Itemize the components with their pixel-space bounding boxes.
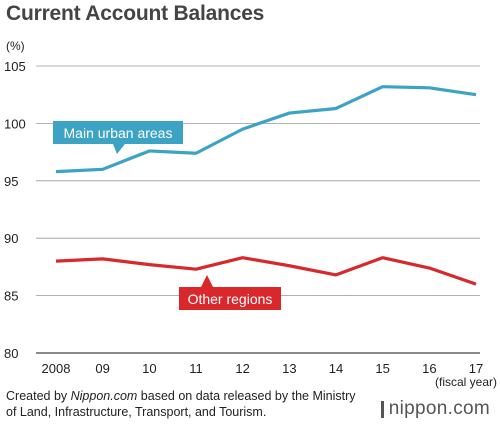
x-tick-label: 14 (329, 361, 343, 376)
x-tick-label: 10 (142, 361, 156, 376)
y-tick-label: 100 (4, 116, 26, 131)
logo-text: nippon.com (388, 398, 490, 419)
source-note: Created by Nippon.com based on data rele… (6, 389, 356, 419)
x-tick-label: 16 (422, 361, 436, 376)
nippon-logo: nippon.com (380, 398, 490, 420)
series-lines (55, 85, 477, 286)
x-tick-label: 12 (235, 361, 249, 376)
y-tick-label: 80 (4, 346, 18, 361)
publisher-name: Nippon.com (70, 389, 138, 403)
x-tick-labels: 2008 09 10 11 12 13 14 15 16 17 (42, 361, 484, 376)
x-axis-unit: (fiscal year) (435, 375, 497, 389)
series-line-other-regions (55, 256, 477, 286)
logo-bar-icon (380, 400, 384, 418)
x-tick-label: 17 (469, 361, 483, 376)
y-tick-label: 95 (4, 174, 18, 189)
callout-other-regions: Other regions (179, 275, 281, 310)
x-tick-label: 09 (95, 361, 109, 376)
x-tick-label: 2008 (42, 361, 71, 376)
y-tick-label: 105 (4, 59, 26, 74)
y-tick-label: 85 (4, 289, 18, 304)
x-tick-label: 11 (189, 361, 203, 376)
x-tick-label: 13 (282, 361, 296, 376)
y-tick-labels: 80 85 90 95 100 105 (4, 59, 26, 361)
chart-title: Current Account Balances (6, 2, 265, 25)
callout-box (179, 275, 281, 310)
callout-box (53, 121, 183, 154)
series-label: Other regions (188, 291, 273, 307)
series-callouts: Main urban areas Other regions (53, 121, 281, 310)
series-label: Main urban areas (64, 125, 173, 141)
y-tick-label: 90 (4, 231, 18, 246)
callout-main-urban-areas: Main urban areas (53, 121, 183, 154)
x-tick-label: 15 (375, 361, 389, 376)
series-line-main-urban-areas (55, 85, 477, 174)
y-axis-unit: (%) (6, 39, 25, 53)
